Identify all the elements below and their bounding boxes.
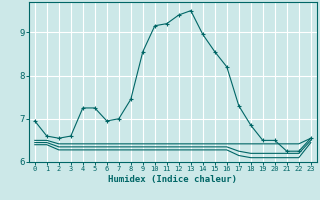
- X-axis label: Humidex (Indice chaleur): Humidex (Indice chaleur): [108, 175, 237, 184]
